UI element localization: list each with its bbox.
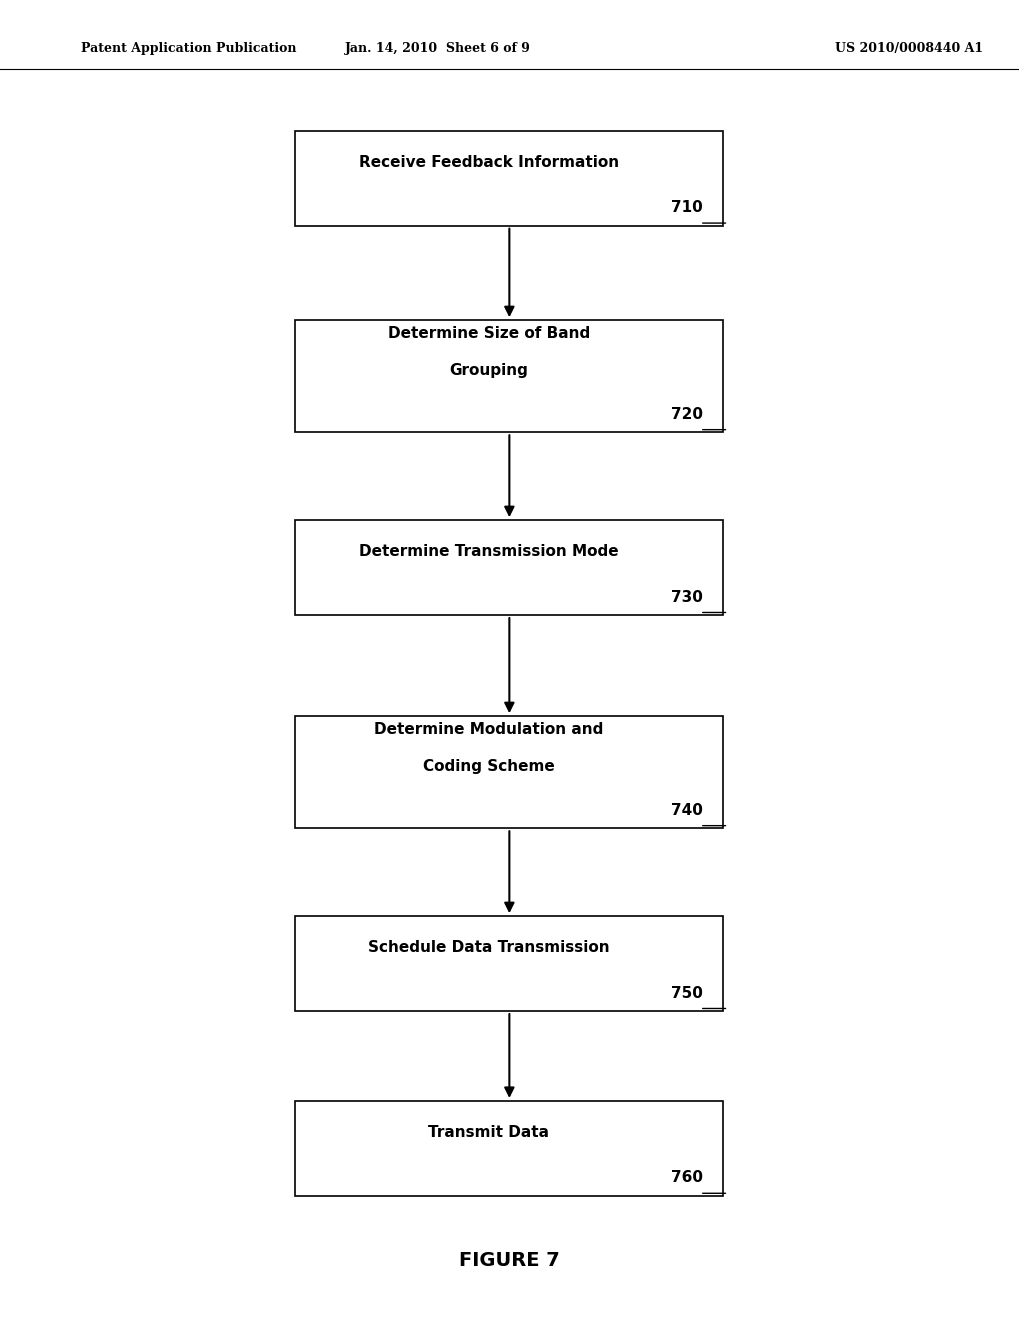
FancyBboxPatch shape — [296, 916, 723, 1011]
FancyBboxPatch shape — [296, 1101, 723, 1196]
Text: Patent Application Publication: Patent Application Publication — [82, 42, 297, 55]
Text: 710: 710 — [671, 201, 702, 215]
Text: Transmit Data: Transmit Data — [428, 1125, 550, 1140]
Text: 720: 720 — [671, 407, 702, 422]
Text: Grouping: Grouping — [450, 363, 528, 379]
Text: US 2010/0008440 A1: US 2010/0008440 A1 — [836, 42, 983, 55]
Text: 740: 740 — [671, 803, 702, 817]
FancyBboxPatch shape — [296, 131, 723, 226]
FancyBboxPatch shape — [296, 321, 723, 433]
Text: Determine Size of Band: Determine Size of Band — [388, 326, 590, 342]
Text: Jan. 14, 2010  Sheet 6 of 9: Jan. 14, 2010 Sheet 6 of 9 — [345, 42, 531, 55]
FancyBboxPatch shape — [296, 715, 723, 829]
Text: Schedule Data Transmission: Schedule Data Transmission — [369, 940, 610, 956]
Text: FIGURE 7: FIGURE 7 — [459, 1251, 560, 1270]
Text: Coding Scheme: Coding Scheme — [423, 759, 555, 775]
Text: Determine Transmission Mode: Determine Transmission Mode — [359, 544, 618, 560]
Text: Receive Feedback Information: Receive Feedback Information — [359, 154, 620, 170]
Text: 730: 730 — [671, 590, 702, 605]
Text: 750: 750 — [671, 986, 702, 1001]
FancyBboxPatch shape — [296, 520, 723, 615]
Text: 760: 760 — [671, 1171, 702, 1185]
Text: Determine Modulation and: Determine Modulation and — [375, 722, 604, 738]
